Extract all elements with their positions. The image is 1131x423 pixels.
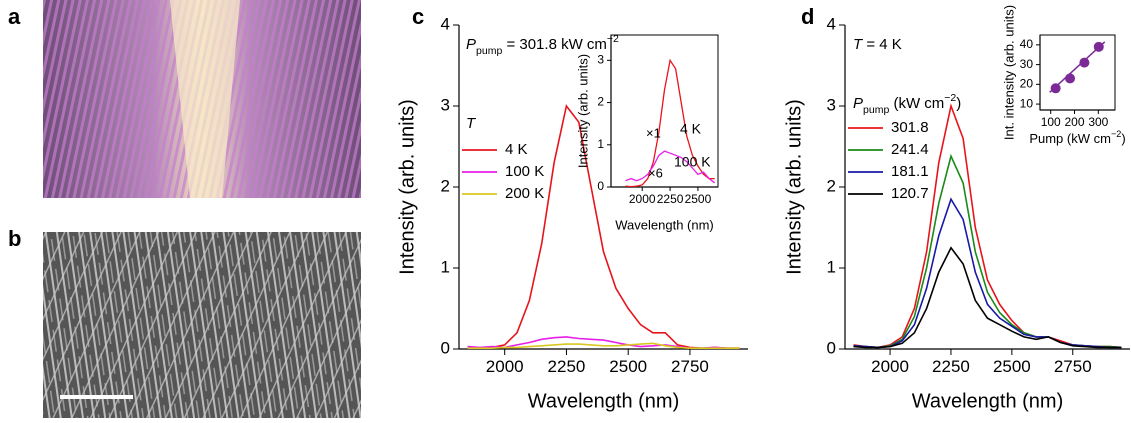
data-line [853, 246, 1122, 349]
x-axis-label: Wavelength (nm) [615, 217, 714, 232]
panel-label: d [801, 4, 814, 29]
annotation: ×1 [646, 125, 661, 140]
legend-label: 181.1 [891, 163, 929, 180]
panel-label: b [8, 226, 21, 251]
text-segment: = 4 K [862, 36, 902, 53]
annotation: Ppump = 301.8 kW cm−2 [466, 33, 619, 57]
data-point [1093, 41, 1104, 52]
x-tick-label: 2250 [548, 357, 586, 376]
text-segment: P [853, 95, 863, 112]
series-label: 100 K [674, 154, 711, 170]
text-segment: pump [863, 104, 889, 116]
x-tick-label: 300 [1088, 115, 1108, 129]
x-tick-label: 2250 [657, 192, 684, 206]
x-tick-label: 2500 [685, 192, 712, 206]
data-point [1079, 57, 1090, 68]
data-line [467, 342, 740, 349]
text-segment: T [853, 36, 864, 53]
legend-title: T [466, 115, 477, 132]
x-tick-label: 2250 [932, 357, 970, 376]
x-tick-label: 200 [1065, 115, 1085, 129]
y-tick-label: 30 [1020, 57, 1034, 71]
x-axis-label: Wavelength (nm) [912, 390, 1064, 412]
y-axis-label: Int. intensity (arb. units) [1001, 5, 1016, 140]
x-tick-label: 2000 [629, 192, 656, 206]
series-label: 4 K [680, 121, 702, 137]
y-tick-label: 3 [597, 53, 604, 67]
plot-frame [1039, 34, 1116, 111]
y-tick-label: 1 [827, 257, 836, 276]
scale-bar [60, 395, 133, 399]
annotation: T = 4 K [853, 36, 902, 53]
text-segment: pump [476, 45, 502, 57]
legend-label: 120.7 [891, 185, 929, 202]
y-tick-label: 2 [441, 176, 450, 195]
legend-label: 241.4 [891, 141, 929, 158]
y-tick-label: 3 [827, 95, 836, 114]
text-segment: −2 [607, 33, 619, 45]
text-segment: ) [1121, 131, 1125, 146]
data-line [853, 197, 1122, 349]
text-segment: = 301.8 kW cm [502, 36, 607, 53]
panel-a-image [43, 0, 361, 198]
data-point [1050, 83, 1061, 94]
y-tick-label: 0 [597, 179, 604, 193]
legend-label: 200 K [505, 185, 544, 202]
legend-label: 301.8 [891, 119, 929, 136]
x-tick-label: 100 [1041, 115, 1061, 129]
text-segment: ) [956, 95, 961, 112]
y-axis-label: Intensity (arb. units) [575, 54, 590, 168]
y-tick-label: 2 [597, 95, 604, 109]
y-tick-label: 20 [1020, 77, 1034, 91]
x-tick-label: 2000 [486, 357, 524, 376]
y-tick-label: 4 [827, 14, 836, 33]
text-segment: −2 [944, 92, 956, 104]
data-point [1065, 73, 1076, 84]
x-tick-label: 2750 [1054, 357, 1092, 376]
y-tick-label: 0 [441, 338, 450, 357]
y-tick-label: 1 [597, 137, 604, 151]
y-tick-label: 2 [827, 176, 836, 195]
x-axis-label: Wavelength (nm) [528, 390, 680, 412]
data-line [625, 150, 716, 184]
y-tick-label: 40 [1020, 37, 1034, 51]
text-segment: Pump (kW cm [1029, 131, 1111, 146]
y-tick-label: 4 [441, 14, 450, 33]
text-segment: P [466, 36, 476, 53]
x-tick-label: 2000 [871, 357, 909, 376]
x-tick-label: 2750 [671, 357, 709, 376]
legend-label: 100 K [505, 163, 544, 180]
panel-label: c [412, 4, 424, 29]
x-tick-label: 2500 [609, 357, 647, 376]
data-line [625, 58, 715, 187]
y-tick-label: 1 [441, 257, 450, 276]
text-segment: −2 [1111, 129, 1121, 139]
legend-label: 4 K [505, 141, 528, 158]
legend-title: Ppump (kW cm−2) [853, 92, 961, 116]
y-tick-label: 0 [827, 338, 836, 357]
y-tick-label: 10 [1020, 96, 1034, 110]
x-axis-label: Pump (kW cm−2) [1029, 129, 1125, 146]
x-tick-label: 2500 [993, 357, 1031, 376]
text-segment: (kW cm [889, 95, 944, 112]
y-tick-label: 3 [441, 95, 450, 114]
y-axis-label: Intensity (arb. units) [396, 99, 418, 275]
annotation: ×6 [648, 165, 663, 180]
panel-label: a [8, 4, 21, 29]
y-axis-label: Intensity (arb. units) [783, 99, 805, 275]
panel-b-image [43, 232, 361, 418]
